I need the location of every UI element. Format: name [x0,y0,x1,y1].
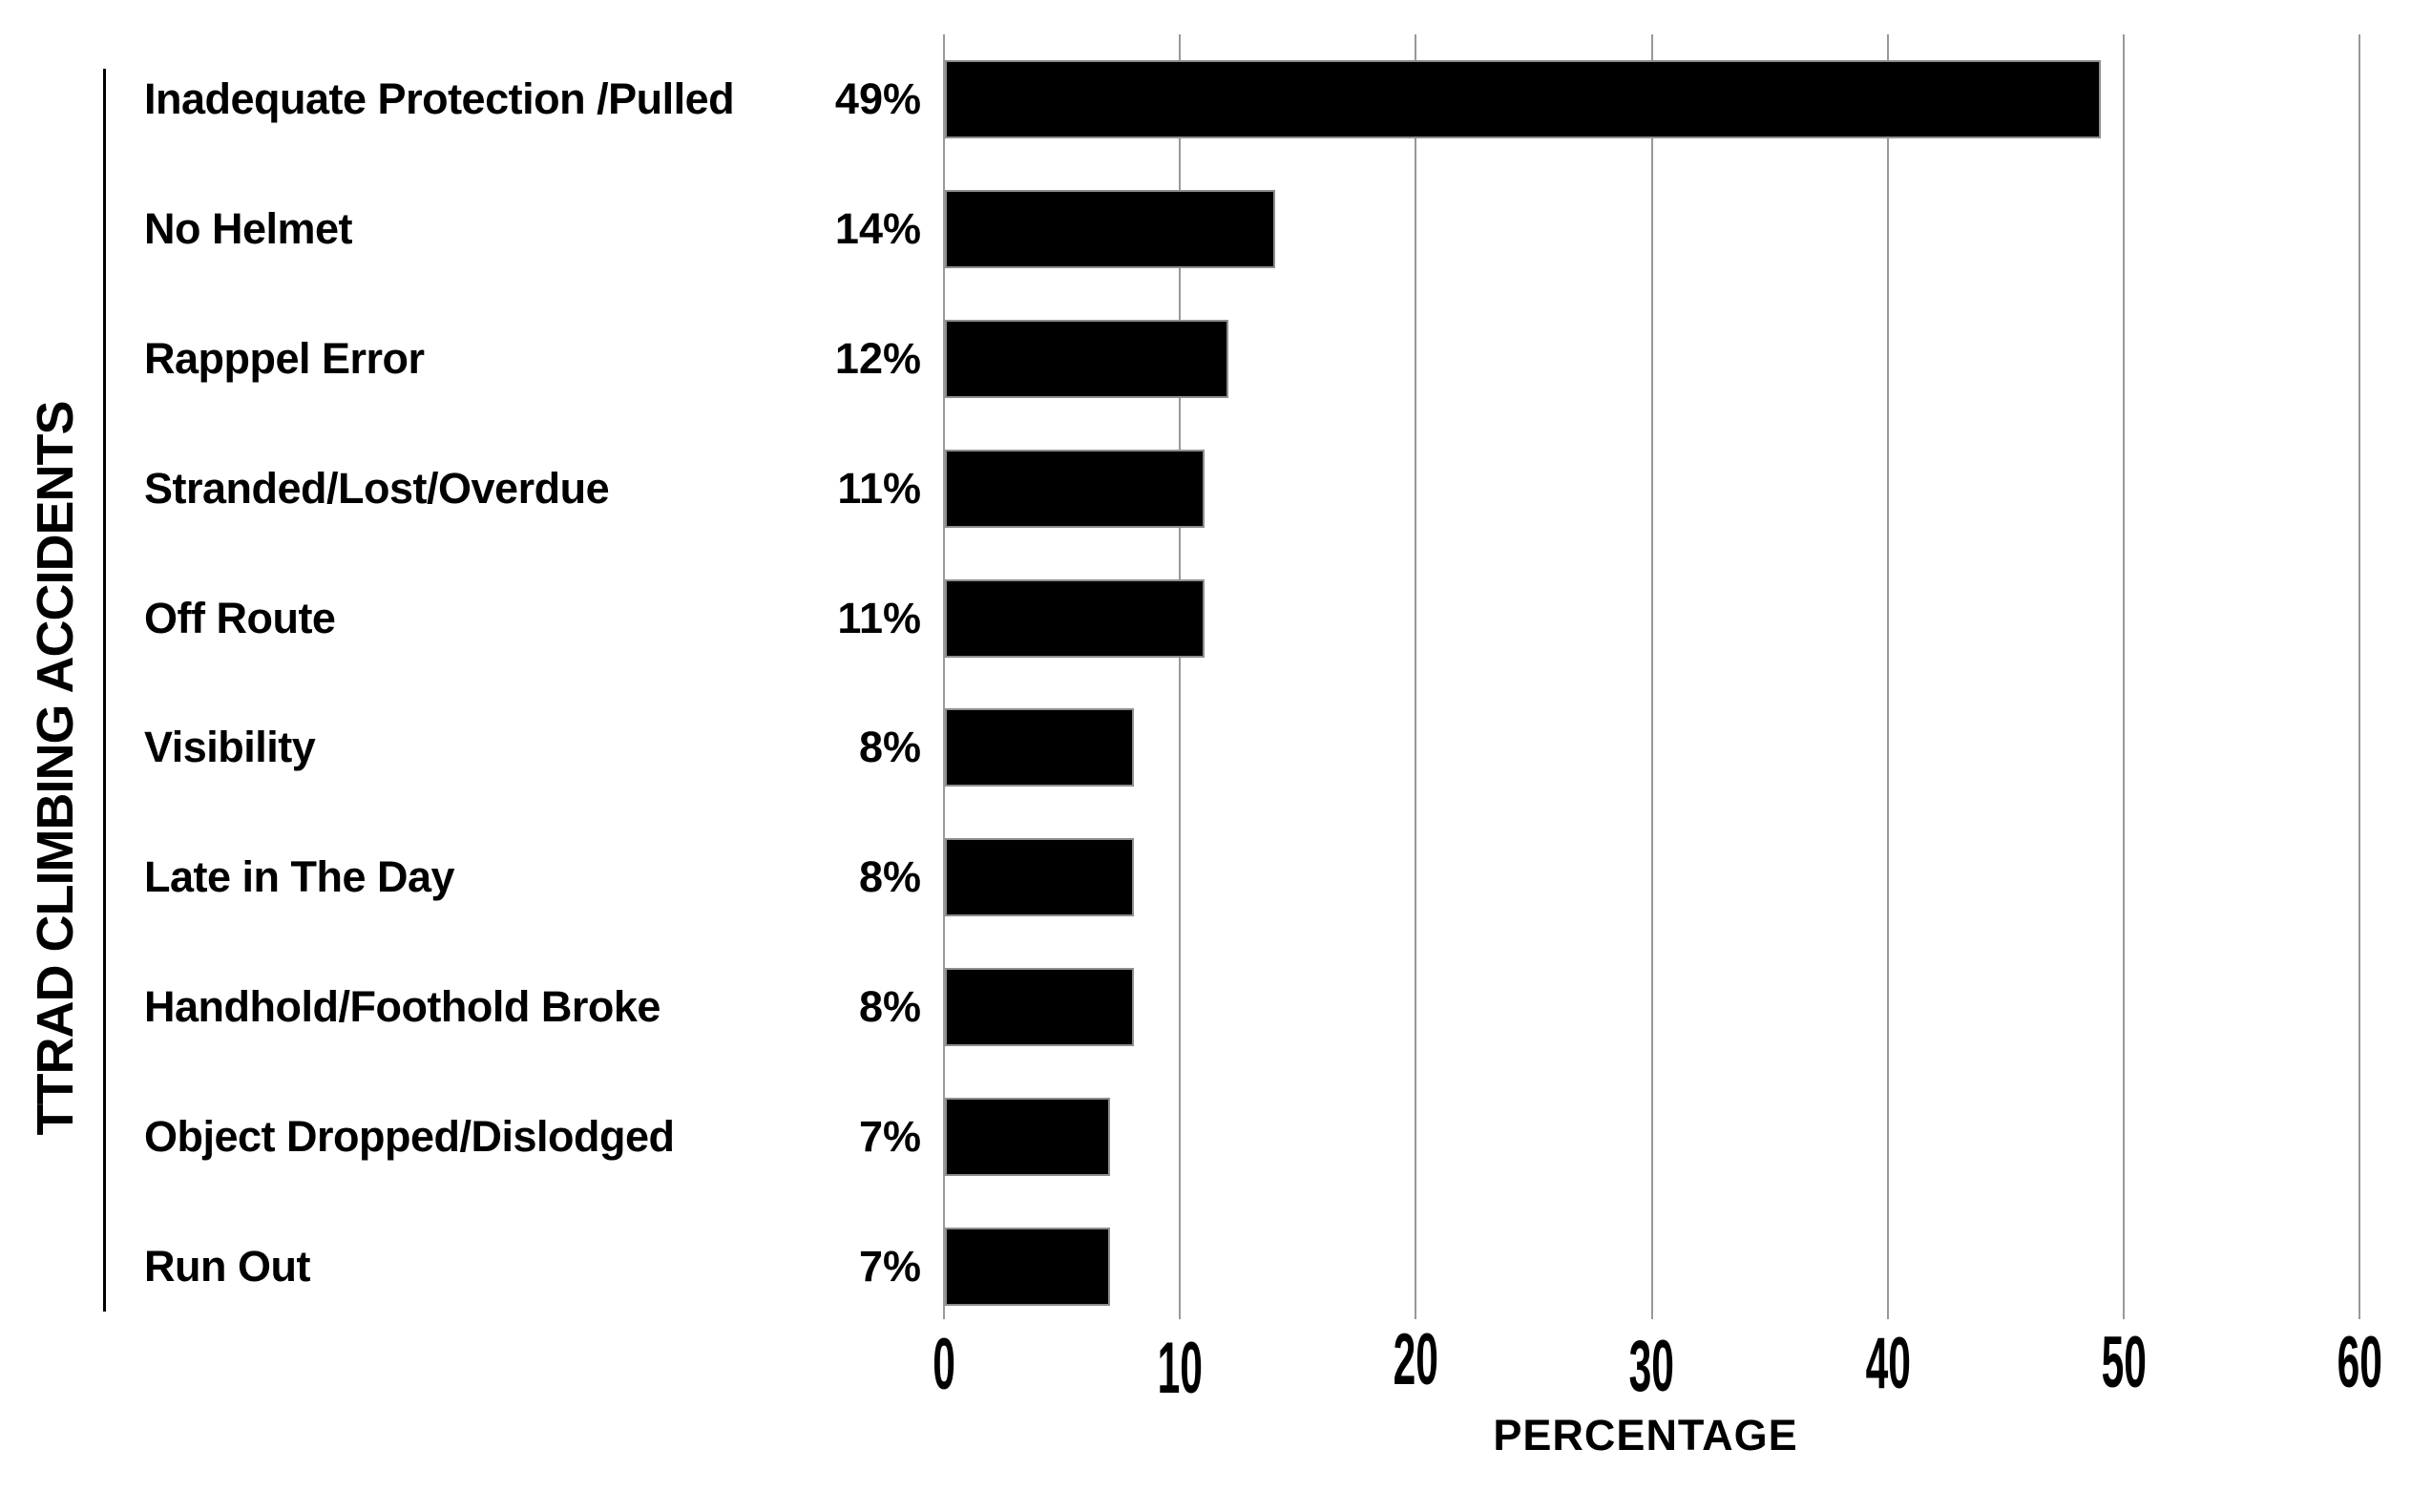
gridline-10 [1179,34,1182,1319]
x-tick-text: 0 [933,1324,955,1405]
value-label: 49% [834,74,921,123]
x-tick-text: 40 [1865,1323,1911,1404]
value-label: 12% [834,334,921,383]
category-label: Late in The Day [144,852,455,901]
value-label: 11% [837,594,921,642]
category-label: Run Out [144,1242,310,1291]
category-label: Inadequate Protection /Pulled [144,74,735,123]
y-axis-title: TTRAD CLIMBING ACCIDENTS [27,401,84,1136]
bar [945,320,1228,398]
gridline-20 [1415,34,1417,1319]
bar [945,1228,1110,1306]
x-tick-label: 30 [1557,1331,1748,1403]
x-tick-text: 50 [2101,1322,2147,1403]
value-label: 8% [858,982,921,1031]
category-label: Off Route [144,594,336,642]
gridline-50 [2123,34,2125,1319]
x-tick-text: 10 [1157,1328,1203,1409]
x-tick-label: 0 [849,1329,1039,1401]
bar [945,190,1275,268]
bar [945,579,1205,658]
x-tick-label: 10 [1084,1333,1275,1405]
x-tick-text: 60 [2337,1322,2382,1403]
category-label: No Helmet [144,204,353,253]
x-tick-label: 50 [2028,1327,2219,1399]
y-axis-line [103,69,106,1312]
gridline-0 [943,34,945,1319]
value-label: 7% [858,1112,921,1161]
category-label: Object Dropped/Dislodged [144,1112,675,1161]
x-axis-title: PERCENTAGE [1493,1411,1798,1460]
x-tick-text: 30 [1628,1326,1675,1407]
gridline-60 [2359,34,2361,1319]
bar [945,838,1134,916]
category-label: Rapppel Error [144,334,425,383]
category-label: Stranded/Lost/Overdue [144,464,610,513]
value-label: 7% [858,1242,921,1291]
x-tick-label: 20 [1320,1324,1511,1396]
value-label: 8% [858,723,921,771]
bar [945,450,1205,528]
x-tick-text: 20 [1393,1319,1439,1400]
bar [945,60,2101,138]
value-label: 8% [858,852,921,901]
x-tick-label: 60 [2264,1327,2432,1399]
category-label: Handhold/Foothold Broke [144,982,660,1031]
gridline-30 [1650,34,1653,1319]
bar [945,1098,1110,1176]
value-label: 11% [837,464,921,513]
bar [945,968,1134,1046]
gridline-40 [1886,34,1889,1319]
value-label: 14% [834,204,921,253]
category-label: Visibility [144,723,316,771]
bar [945,708,1134,787]
x-tick-label: 40 [1793,1328,1983,1400]
